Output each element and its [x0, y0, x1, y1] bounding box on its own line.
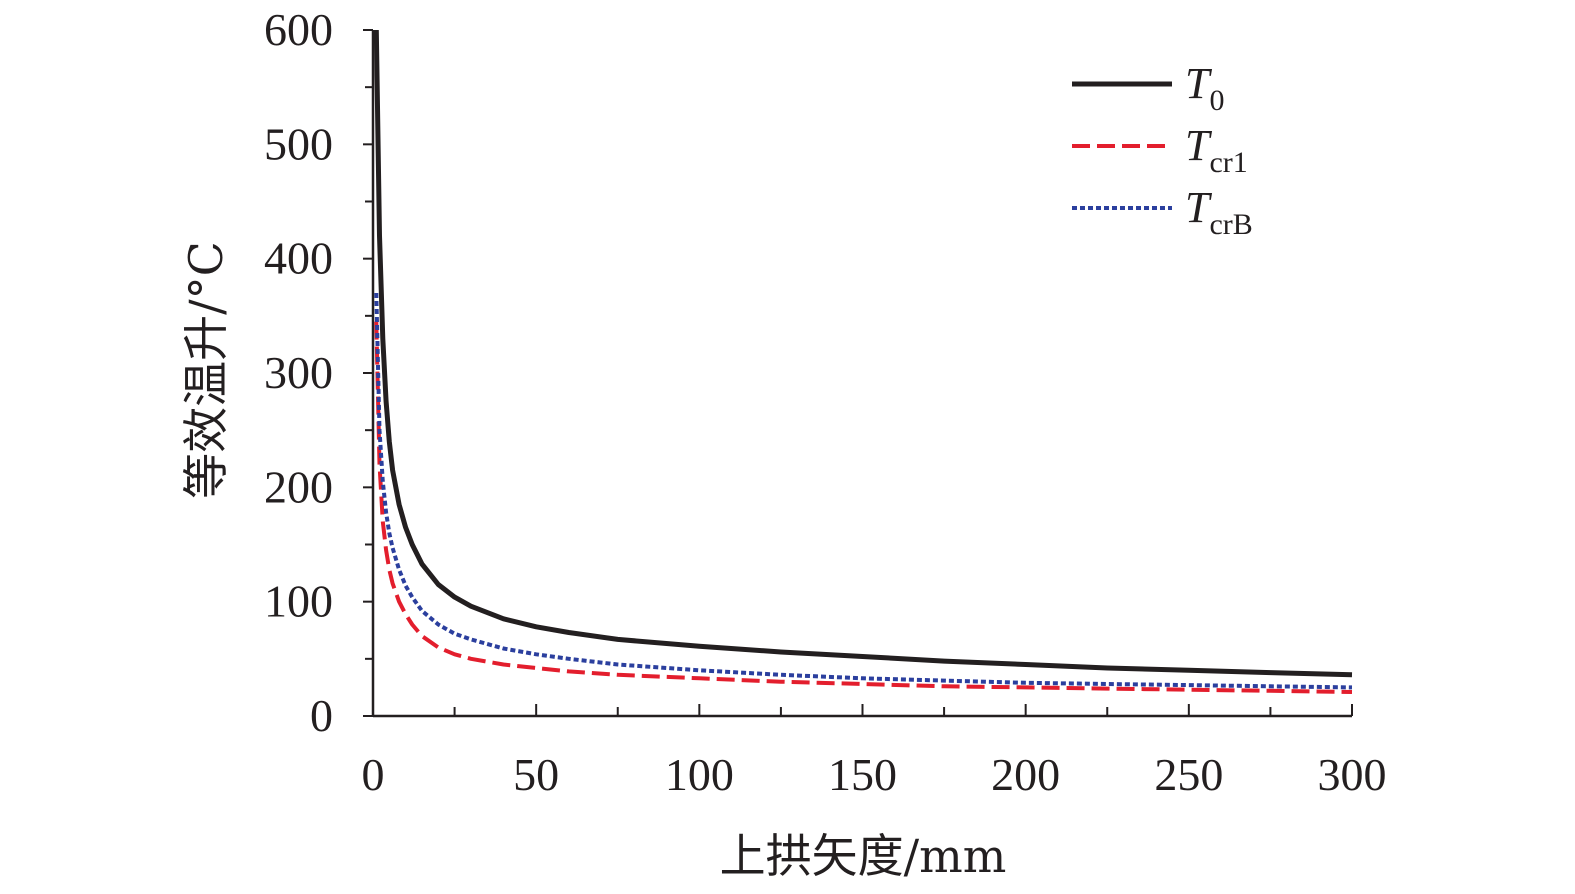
x-axis-title: 上拱矢度/mm: [720, 829, 1007, 883]
y-tick-label: 500: [264, 118, 333, 169]
x-tick-label: 50: [513, 749, 559, 800]
y-tick-label: 300: [264, 347, 333, 398]
series-line-tcr1: [374, 321, 1353, 694]
series-line-t0: [373, 29, 1353, 678]
x-tick-label: 150: [828, 749, 897, 800]
y-tick-label: 200: [264, 461, 333, 512]
ticks: 0 100 200 300 400 500 600 0 50 100 150 200 250 300: [264, 4, 1387, 800]
series-lines: [373, 29, 1353, 694]
x-tick-label: 300: [1318, 749, 1387, 800]
legend-label-tcrb: TcrB: [1185, 183, 1253, 241]
y-tick-label: 0: [310, 690, 333, 741]
y-tick-label: 600: [264, 4, 333, 55]
y-axis-title-group: 等效温升/°C: [179, 241, 233, 499]
series-line-tcrb: [374, 292, 1353, 690]
y-tick-label: 400: [264, 233, 333, 284]
y-tick-label: 100: [264, 576, 333, 627]
x-tick-label: 0: [362, 749, 385, 800]
x-tick-label: 100: [665, 749, 734, 800]
legend-label-tcr1: Tcr1: [1185, 121, 1248, 179]
y-axis-title: 等效温升/°C: [179, 241, 233, 499]
legend-label-t0: T0: [1185, 59, 1224, 117]
x-tick-label: 250: [1154, 749, 1223, 800]
x-tick-label: 200: [991, 749, 1060, 800]
